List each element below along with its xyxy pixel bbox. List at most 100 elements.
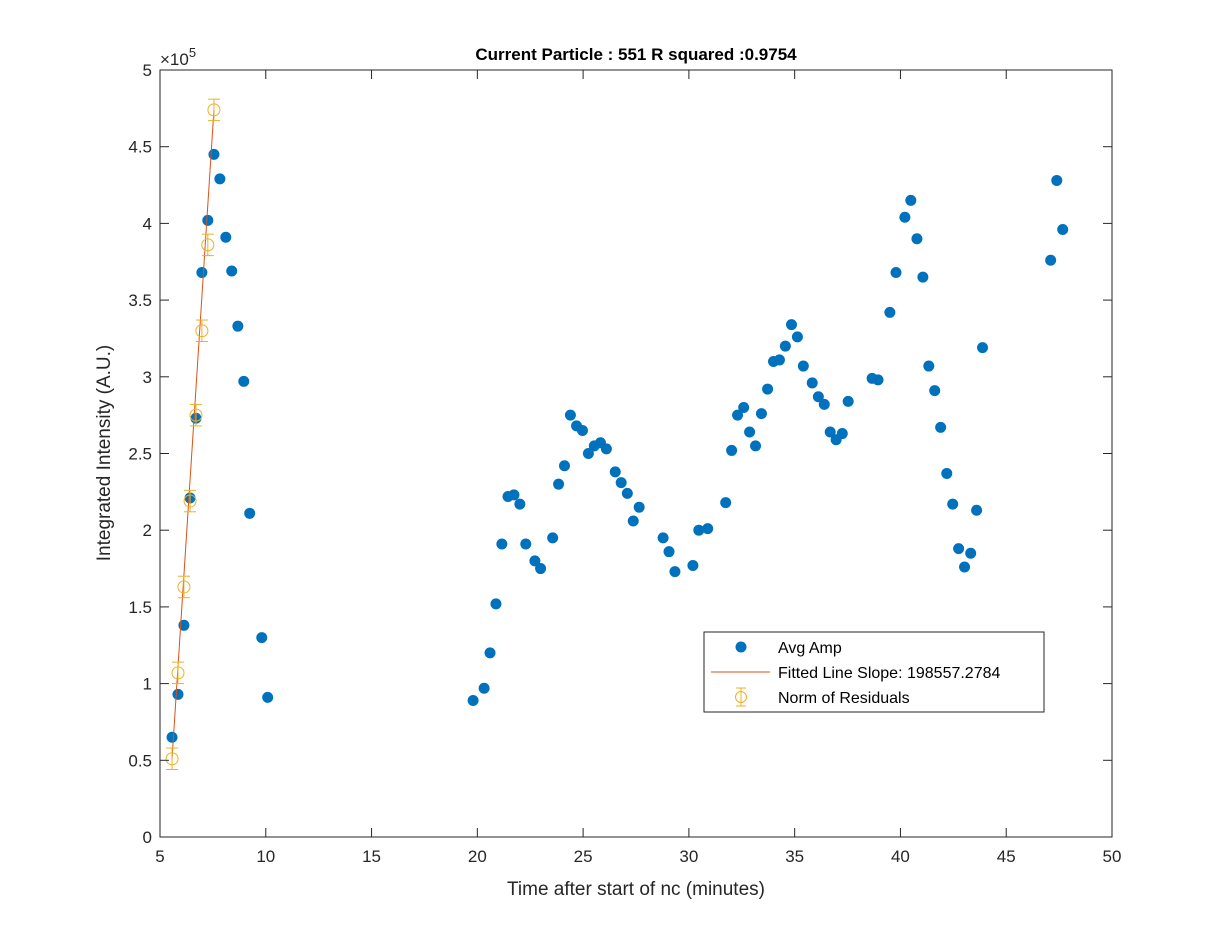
- avg-amp-point: [693, 524, 705, 536]
- y-tick-label: 4: [143, 214, 152, 233]
- avg-amp-point: [220, 231, 232, 243]
- avg-amp-point: [911, 233, 923, 245]
- residual-errorbar: [177, 575, 191, 599]
- y-axis-label: Integrated Intensity (A.U.): [94, 345, 115, 562]
- x-tick-label: 30: [679, 847, 698, 866]
- legend-label-avg-amp: Avg Amp: [778, 640, 842, 657]
- avg-amp-point: [929, 385, 941, 397]
- avg-amp-point: [824, 426, 836, 438]
- avg-amp-point: [600, 443, 612, 455]
- avg-amp-point: [609, 466, 621, 478]
- avg-amp-point: [953, 543, 965, 555]
- avg-amp-point: [238, 375, 250, 387]
- avg-amp-point: [687, 559, 699, 571]
- avg-amp-point: [738, 401, 750, 413]
- residual-point: [207, 103, 221, 117]
- residual-errorbar: [207, 98, 221, 122]
- avg-amp-point: [576, 424, 588, 436]
- x-axis-label: Time after start of nc (minutes): [507, 879, 765, 900]
- avg-amp-point: [232, 320, 244, 332]
- y-axis-multiplier: ×105: [160, 45, 196, 69]
- x-tick-label: 10: [256, 847, 275, 866]
- avg-amp-point: [467, 694, 479, 706]
- y-tick-label: 2: [143, 521, 152, 540]
- residual-errorbar: [195, 319, 209, 343]
- residual-errorbar: [165, 747, 179, 771]
- avg-amp-point: [791, 331, 803, 343]
- avg-amp-point: [755, 408, 767, 420]
- avg-amp-point: [836, 428, 848, 440]
- avg-amp-point: [732, 409, 744, 421]
- y-multiplier-exponent: 5: [189, 45, 196, 60]
- x-tick-label: 15: [362, 847, 381, 866]
- avg-amp-point: [959, 561, 971, 573]
- x-tick-label: 5: [155, 847, 164, 866]
- avg-amp-point: [202, 214, 214, 226]
- legend: Avg Amp Fitted Line Slope: 198557.2784 N…: [703, 631, 1045, 713]
- avg-amp-point: [923, 360, 935, 372]
- avg-amp-point: [484, 647, 496, 659]
- avg-amp-point: [744, 426, 756, 438]
- avg-amp-point: [564, 409, 576, 421]
- avg-amp-point: [750, 440, 762, 452]
- avg-amp-point: [627, 515, 639, 527]
- y-tick-label: 4.5: [128, 138, 152, 157]
- x-tick-label: 20: [468, 847, 487, 866]
- avg-amp-point: [657, 532, 669, 544]
- avg-amp-point: [1045, 254, 1057, 266]
- avg-amp-point: [917, 271, 929, 283]
- avg-amp-point: [172, 688, 184, 700]
- avg-amp-point: [720, 497, 732, 509]
- residual-point: [195, 324, 209, 338]
- avg-amp-point: [1057, 224, 1069, 236]
- avg-amp-point: [535, 563, 547, 575]
- avg-amp-point: [615, 477, 627, 489]
- avg-amp-point: [726, 444, 738, 456]
- avg-amp-point: [785, 319, 797, 331]
- avg-amp-point: [890, 266, 902, 278]
- avg-amp-point: [884, 306, 896, 318]
- avg-amp-point: [797, 360, 809, 372]
- avg-amp-point: [633, 501, 645, 513]
- avg-amp-point: [496, 538, 508, 550]
- avg-amp-point: [812, 391, 824, 403]
- y-tick-label: 3.5: [128, 291, 152, 310]
- x-tick-label: 40: [891, 847, 910, 866]
- avg-amp-point: [547, 532, 559, 544]
- x-tick-label: 45: [997, 847, 1016, 866]
- avg-amp-point: [490, 598, 502, 610]
- avg-amp-point: [663, 546, 675, 558]
- avg-amp-point: [529, 555, 541, 567]
- legend-label-fit-line: Fitted Line Slope: 198557.2784: [778, 665, 1001, 682]
- avg-amp-point: [256, 632, 268, 644]
- residual-errorbar: [183, 489, 197, 513]
- avg-amp-point: [514, 498, 526, 510]
- avg-amp-point: [818, 398, 830, 410]
- legend-marker-residuals: [735, 687, 747, 707]
- chart-title: Current Particle : 551 R squared :0.9754: [475, 45, 797, 64]
- avg-amp-point: [553, 478, 565, 490]
- residual-errorbar: [201, 233, 215, 257]
- fitted-line: [171, 109, 215, 759]
- y-tick-label: 5: [143, 61, 152, 80]
- avg-amp-point: [762, 383, 774, 395]
- y-tick-label: 0: [143, 828, 152, 847]
- y-multiplier-base: ×10: [160, 50, 189, 69]
- avg-amp-point: [196, 266, 208, 278]
- avg-amp-point: [208, 148, 220, 160]
- residual-point: [165, 752, 179, 766]
- avg-amp-point: [214, 173, 226, 185]
- residual-point: [189, 408, 203, 422]
- avg-amp-point: [779, 340, 791, 352]
- avg-amp-point: [508, 489, 520, 501]
- avg-amp-point: [935, 421, 947, 433]
- avg-amp-point: [244, 507, 256, 519]
- avg-amp-point: [965, 547, 977, 559]
- avg-amp-point: [478, 682, 490, 694]
- residual-point: [171, 666, 185, 680]
- y-tick-label: 1: [143, 675, 152, 694]
- avg-amp-point: [977, 342, 989, 354]
- plot-area: [160, 70, 1112, 837]
- y-tick-label: 3: [143, 368, 152, 387]
